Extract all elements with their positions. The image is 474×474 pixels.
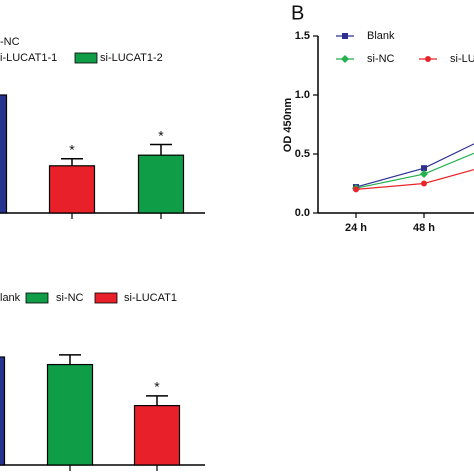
- marker: [353, 186, 359, 193]
- bar: [0, 94, 8, 214]
- legend-label: si-LU: [450, 53, 474, 65]
- legend-label: i-LUCAT1-1: [0, 52, 57, 64]
- bar: [133, 405, 181, 466]
- y-tick-label: 1.0: [295, 89, 310, 101]
- bar: [137, 154, 185, 214]
- significance-mark: *: [69, 141, 75, 157]
- marker: [341, 55, 349, 63]
- legend-swatch: [74, 52, 98, 64]
- line: [355, 168, 474, 190]
- significance-mark: *: [154, 379, 160, 395]
- marker: [421, 165, 427, 172]
- legend-label: Blank: [367, 30, 395, 42]
- marker: [420, 170, 428, 179]
- x-tick-label: 48 h: [413, 222, 435, 234]
- panel-label: B: [291, 2, 304, 24]
- x-tick-label: 24 h: [345, 222, 367, 234]
- legend-label: si-LUCAT1: [124, 292, 177, 304]
- significance-mark: *: [158, 127, 164, 143]
- marker: [425, 56, 431, 62]
- legend-label: si-NC: [56, 292, 84, 304]
- legend-swatch: [25, 292, 49, 304]
- bar: [0, 356, 6, 466]
- y-tick-label: 0.5: [295, 148, 310, 160]
- legend-label: -NC: [0, 36, 20, 48]
- legend-swatch: [94, 292, 118, 304]
- bar: [46, 363, 94, 466]
- legend-label: si-LUCAT1-2: [100, 52, 163, 64]
- bar: [48, 165, 96, 214]
- y-axis-label: OD 450nm: [282, 98, 294, 153]
- legend-label: lank: [0, 292, 21, 304]
- legend-label: si-NC: [367, 53, 395, 65]
- y-tick-label: 1.5: [295, 30, 310, 42]
- marker: [342, 33, 348, 39]
- y-tick-label: 0.0: [295, 207, 310, 219]
- marker: [421, 180, 427, 187]
